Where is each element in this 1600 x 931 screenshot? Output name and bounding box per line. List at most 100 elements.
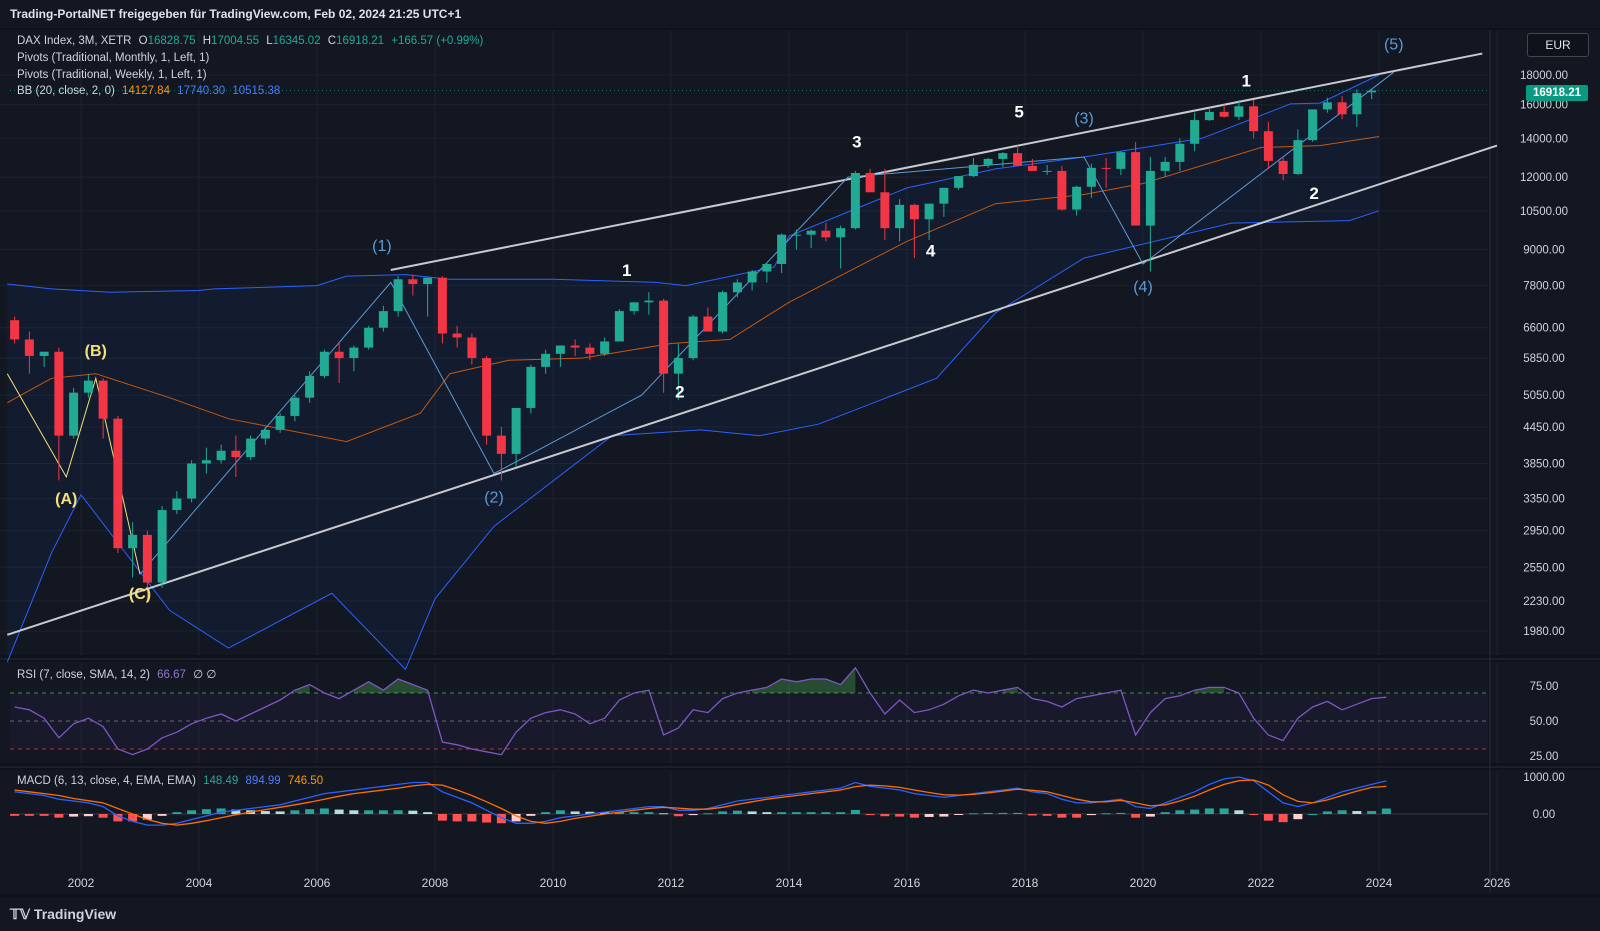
macd-hist-bar — [1101, 813, 1111, 815]
candle-body — [482, 358, 492, 436]
candle-body — [437, 277, 447, 334]
channel-lower-line — [6, 144, 1498, 636]
macd-hist-bar — [659, 813, 669, 815]
candle-body — [1027, 165, 1037, 171]
pivots-monthly-legend[interactable]: Pivots (Traditional, Monthly, 1, Left, 1… — [17, 52, 210, 64]
macd-legend[interactable]: MACD (6, 13, close, 4, EMA, EMA) 148.49 … — [17, 775, 323, 787]
macd-hist-bar — [1204, 808, 1214, 814]
wave-label: 2 — [1309, 184, 1318, 203]
candle-body — [113, 418, 123, 549]
macd-hist-bar — [644, 812, 654, 814]
candle-body — [1101, 167, 1111, 169]
macd-hist-bar — [334, 809, 344, 814]
rsi-pane — [10, 666, 1488, 756]
currency-selector[interactable]: EUR — [1527, 33, 1589, 57]
macd-hist-bar — [305, 809, 315, 814]
price-tick-label: 4450.00 — [1523, 422, 1565, 434]
candle-body — [1219, 111, 1229, 117]
price-tick-label: 9000.00 — [1523, 245, 1565, 257]
macd-hist-bar — [1131, 814, 1141, 818]
candle-body — [1367, 90, 1377, 93]
macd-hist-bar — [467, 814, 477, 822]
trend-channel — [6, 52, 1498, 636]
candle-body — [570, 345, 580, 348]
rsi-label: RSI (7, close, SMA, 14, 2) — [17, 669, 150, 681]
macd-hist-bar — [703, 813, 713, 815]
price-tick-label: 3350.00 — [1523, 494, 1565, 506]
symbol-name: DAX Index, 3M, XETR — [17, 35, 132, 47]
macd-hist-bar — [791, 812, 801, 814]
macd-hist-bar — [1293, 814, 1303, 820]
macd-hist-bar — [983, 812, 993, 814]
candle-body — [1042, 170, 1052, 172]
wave-labels: (A) (B) (C) (1) (2) 1 2 3 4 5 (3) (4) 1 2 (5) — [55, 37, 1403, 603]
rsi-extra: ∅ ∅ — [193, 669, 217, 681]
macd-hist-bar — [216, 808, 226, 814]
candle-body — [555, 345, 565, 354]
macd-hist-bar — [423, 812, 433, 814]
macd-hist-bar — [1337, 810, 1347, 814]
macd-hist-bar — [98, 814, 108, 818]
candle-body — [1160, 161, 1170, 171]
x-tick-label: 2024 — [1366, 876, 1393, 890]
candle-body — [1322, 102, 1332, 110]
last-price-tag: 16918.21 — [1526, 85, 1588, 101]
macd-signal-value: 746.50 — [287, 775, 324, 787]
candle-body — [585, 347, 595, 354]
macd-hist-bar — [1190, 809, 1200, 814]
macd-hist-bar — [541, 812, 551, 814]
macd-hist-bar — [1042, 814, 1052, 816]
rsi-pane-bg — [0, 662, 1600, 763]
open-value: 16828.75 — [147, 35, 196, 47]
candle-body — [1293, 140, 1303, 175]
publisher-bar: Trading-PortalNET freigegeben für Tradin… — [0, 0, 1600, 28]
symbol-legend[interactable]: DAX Index, 3M, XETR O16828.75 H17004.55 … — [17, 35, 483, 47]
macd-hist-bar — [865, 814, 875, 816]
macd-hist-bar — [1381, 808, 1391, 814]
x-tick-label: 2020 — [1130, 876, 1157, 890]
candle-body — [880, 192, 890, 229]
macd-hist-bar — [998, 812, 1008, 814]
macd-hist-bar — [260, 811, 270, 814]
bb-upper-value: 17740.30 — [177, 85, 226, 97]
tradingview-logo[interactable]: 𝕋𝕍 TradingView — [10, 906, 116, 923]
macd-hist-bar — [850, 809, 860, 814]
macd-hist-bar — [393, 810, 403, 814]
grid-lines — [0, 30, 1600, 894]
pivots-weekly-legend[interactable]: Pivots (Traditional, Weekly, 1, Left, 1) — [17, 69, 207, 81]
candle-body — [998, 153, 1008, 159]
macd-hist-bar — [600, 812, 610, 814]
macd-hist-bar — [1219, 808, 1229, 814]
candle-body — [1204, 111, 1214, 121]
candle-body — [1116, 152, 1126, 169]
candle-body — [806, 230, 816, 235]
x-tick-label: 2022 — [1248, 876, 1275, 890]
price-tick-label: 5050.00 — [1523, 390, 1565, 402]
low-value: 16345.02 — [272, 35, 321, 47]
candle-body — [1175, 143, 1185, 162]
candle-body — [983, 158, 993, 165]
macd-pane — [10, 776, 1488, 826]
bb-legend[interactable]: BB (20, close, 2, 0) 14127.84 17740.30 1… — [17, 85, 280, 97]
main-pane-bg — [0, 30, 1600, 655]
close-value: 16918.21 — [336, 35, 385, 47]
rsi-legend[interactable]: RSI (7, close, SMA, 14, 2) 66.67 ∅ ∅ — [17, 667, 216, 681]
macd-tick-label: 0.00 — [1533, 809, 1555, 821]
x-tick-label: 2008 — [422, 876, 449, 890]
macd-tick-label: 1000.00 — [1523, 772, 1565, 784]
candle-body — [378, 311, 388, 328]
candle-body — [600, 341, 610, 354]
candle-body — [24, 339, 34, 356]
bb-label: BB (20, close, 2, 0) — [17, 85, 115, 97]
candle-body — [1308, 109, 1318, 141]
candle-body — [1086, 167, 1096, 187]
price-tick-label: 2550.00 — [1523, 562, 1565, 574]
macd-hist-bar — [54, 814, 64, 818]
price-tick-label: 16000.00 — [1520, 100, 1568, 112]
macd-hist-bar — [275, 811, 285, 814]
candle-body — [614, 311, 624, 342]
macd-hist-bar — [629, 812, 639, 814]
candle-body — [688, 316, 698, 359]
macd-hist-bar — [968, 813, 978, 815]
x-tick-label: 2002 — [68, 876, 95, 890]
